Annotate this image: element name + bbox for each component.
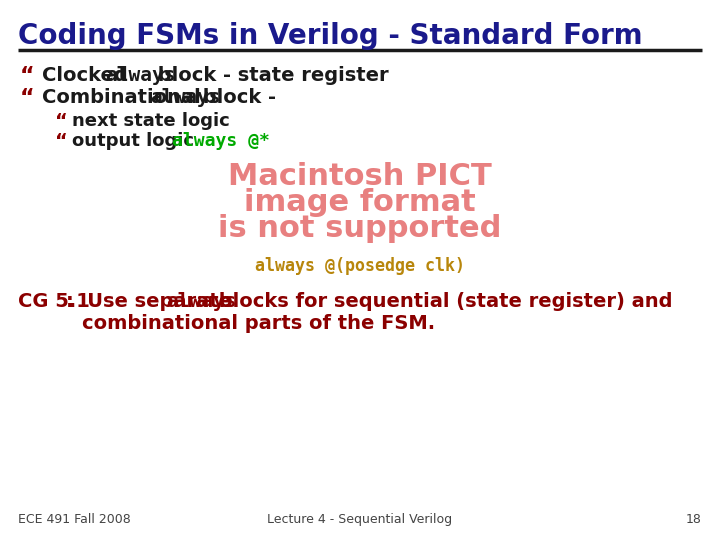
- Text: blocks for sequential (state register) and: blocks for sequential (state register) a…: [212, 292, 672, 311]
- Text: next state logic: next state logic: [72, 112, 230, 130]
- Text: output logic: output logic: [72, 132, 194, 150]
- Text: always: always: [150, 88, 220, 107]
- Text: ECE 491 Fall 2008: ECE 491 Fall 2008: [18, 513, 131, 526]
- Text: combinational parts of the FSM.: combinational parts of the FSM.: [82, 314, 435, 333]
- Text: “: “: [20, 66, 35, 86]
- Text: block -: block -: [196, 88, 276, 107]
- Text: “: “: [20, 88, 35, 108]
- Text: always: always: [105, 66, 176, 85]
- Text: block - state register: block - state register: [151, 66, 389, 85]
- Text: Combinational: Combinational: [42, 88, 207, 107]
- Text: always @*: always @*: [172, 132, 270, 150]
- Text: always @(posedge clk): always @(posedge clk): [255, 257, 465, 275]
- Text: :  Use separate: : Use separate: [66, 292, 239, 311]
- Text: is not supported: is not supported: [218, 214, 502, 243]
- Text: Coding FSMs in Verilog - Standard Form: Coding FSMs in Verilog - Standard Form: [18, 22, 643, 50]
- Text: “: “: [55, 112, 68, 131]
- Text: “: “: [55, 132, 68, 151]
- Text: image format: image format: [244, 188, 476, 217]
- Text: CG 5.1: CG 5.1: [18, 292, 90, 311]
- Text: Macintosh PICT: Macintosh PICT: [228, 162, 492, 191]
- Text: Clocked: Clocked: [42, 66, 135, 85]
- Text: 18: 18: [686, 513, 702, 526]
- Text: Lecture 4 - Sequential Verilog: Lecture 4 - Sequential Verilog: [267, 513, 453, 526]
- Text: always: always: [166, 292, 236, 311]
